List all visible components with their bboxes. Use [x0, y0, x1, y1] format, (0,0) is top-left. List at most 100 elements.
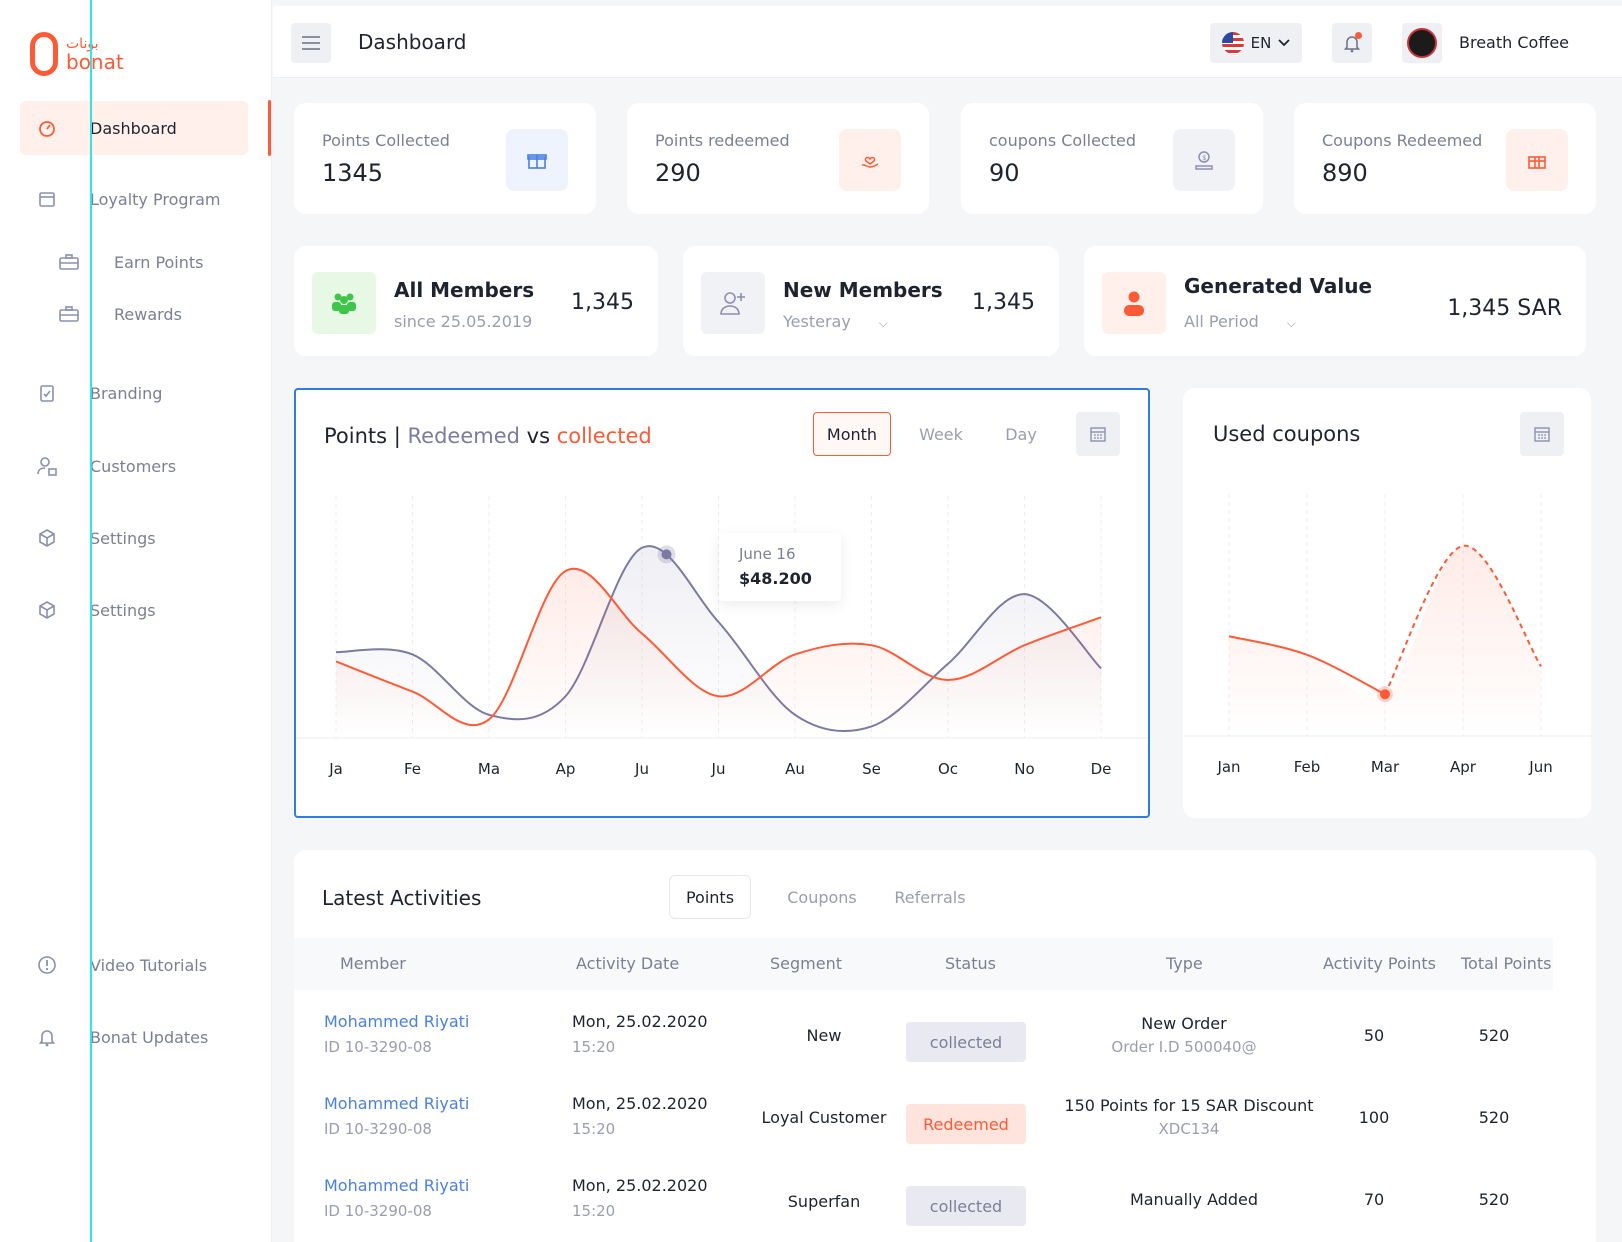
sidebar-item-settings-2[interactable]: Settings: [20, 583, 248, 637]
date-picker-button[interactable]: [1076, 412, 1120, 456]
period-month-button[interactable]: Month: [813, 412, 891, 456]
new-members-card: New Members Yesteray ⌵ 1,345: [683, 246, 1059, 356]
table-row[interactable]: Mohammed Riyati ID 10-3290-08 Mon, 25.02…: [294, 1000, 1553, 1080]
language-label: EN: [1250, 34, 1272, 52]
highlight-point[interactable]: [1380, 689, 1390, 700]
notifications-button[interactable]: [1332, 23, 1372, 63]
speedometer-icon: [36, 117, 58, 139]
coupons-line-chart: Jan Feb Mar Apr Jun: [1183, 494, 1591, 776]
sidebar-item-label: Settings: [90, 528, 156, 548]
stat-card-points-redeemed: Points redeemed 290: [627, 103, 929, 214]
members-value: 1,345 SAR: [1447, 296, 1562, 321]
calendar-icon: [1534, 427, 1550, 442]
date-picker-button[interactable]: [1520, 412, 1564, 456]
period-day-button[interactable]: Day: [1005, 424, 1037, 444]
sidebar-item-rewards[interactable]: Rewards: [20, 287, 248, 341]
members-period-dropdown[interactable]: Yesteray ⌵: [783, 312, 888, 331]
chart-title-redeemed: Redeemed: [407, 424, 520, 448]
activity-points: 100: [1358, 1108, 1390, 1127]
table-header: Member Activity Date Segment Status Type…: [294, 938, 1553, 990]
column-header: Type: [1166, 954, 1203, 973]
stat-label: coupons Collected: [989, 131, 1136, 150]
table-row[interactable]: Mohammed Riyati ID 10-3290-08 Mon, 25.02…: [294, 1164, 1553, 1242]
activity-type: 150 Points for 15 SAR Discount: [1064, 1096, 1314, 1115]
sidebar-item-branding[interactable]: Branding: [20, 366, 248, 420]
activity-type: Manually Added: [1129, 1190, 1259, 1209]
column-header: Status: [945, 954, 996, 973]
x-tick-label: Apr: [1450, 758, 1477, 776]
total-points: 520: [1478, 1190, 1510, 1209]
stat-label: Points Collected: [322, 131, 450, 150]
used-coupons-card: Used coupons Jan Feb Mar Apr Jun: [1183, 388, 1591, 818]
bonat-logo[interactable]: بونات bonat: [30, 32, 124, 76]
x-tick-label: Fe: [404, 760, 421, 778]
tooltip-value: $48.200: [739, 569, 812, 588]
activity-points: 70: [1363, 1190, 1385, 1209]
x-tick-label: Ma: [478, 760, 500, 778]
x-tick-label: Mar: [1371, 758, 1400, 776]
sidebar-item-video-tutorials[interactable]: Video Tutorials: [20, 938, 248, 992]
chevron-down-icon: ⌵: [1286, 316, 1296, 330]
sidebar-item-dashboard[interactable]: Dashboard: [20, 101, 248, 155]
sidebar-item-label: Rewards: [114, 304, 182, 324]
member-name-link[interactable]: Mohammed Riyati: [324, 1012, 470, 1031]
stat-label: Points redeemed: [655, 131, 790, 150]
all-members-card: All Members since 25.05.2019 1,345: [294, 246, 658, 356]
x-tick-label: Jun: [1528, 758, 1552, 776]
logo-mark-icon: [30, 32, 58, 76]
latest-activities-card: Latest Activities Points Coupons Referra…: [294, 850, 1596, 1242]
column-header: Activity Points: [1323, 954, 1436, 973]
period-label: Yesteray: [783, 312, 851, 331]
tab-referrals[interactable]: Referrals: [894, 887, 966, 907]
top-bar: Dashboard EN Breath Coffee: [273, 6, 1622, 78]
x-tick-label: Feb: [1294, 758, 1321, 776]
info-circle-icon: [36, 954, 58, 976]
sidebar-item-bonat-updates[interactable]: Bonat Updates: [20, 1010, 248, 1064]
stat-card-points-collected: Points Collected 1345: [294, 103, 596, 214]
value-period-dropdown[interactable]: All Period ⌵: [1184, 312, 1296, 331]
chart-title: Points | Redeemed vs collected: [324, 424, 652, 448]
sidebar-item-label: Loyalty Program: [90, 189, 221, 209]
menu-toggle-button[interactable]: [291, 23, 331, 63]
activity-type-detail: Order I.D 500040@: [1111, 1038, 1257, 1056]
total-points: 520: [1478, 1026, 1510, 1045]
user-lock-icon: [36, 455, 58, 477]
language-selector[interactable]: EN: [1210, 23, 1302, 63]
clipboard-check-icon: [36, 382, 58, 404]
stat-value: 90: [989, 159, 1020, 187]
period-week-button[interactable]: Week: [919, 424, 963, 444]
calendar-box-icon: [36, 188, 58, 210]
members-subtitle: since 25.05.2019: [394, 312, 533, 331]
sidebar-item-settings[interactable]: Settings: [20, 511, 248, 565]
sidebar: بونات bonat Dashboard Loyalty Program Ea…: [0, 0, 272, 1242]
briefcase-icon: [58, 303, 80, 325]
tab-points[interactable]: Points: [669, 875, 751, 919]
sidebar-item-earn-points[interactable]: Earn Points: [20, 235, 248, 289]
svg-text:$: $: [1202, 154, 1206, 162]
member-name-link[interactable]: Mohammed Riyati: [324, 1094, 470, 1113]
brand-name[interactable]: Breath Coffee: [1459, 33, 1570, 52]
member-name-link[interactable]: Mohammed Riyati: [324, 1176, 470, 1195]
segment: Superfan: [787, 1192, 861, 1211]
sidebar-item-customers[interactable]: Customers: [20, 439, 248, 493]
tab-coupons[interactable]: Coupons: [787, 887, 857, 907]
table-row[interactable]: Mohammed Riyati ID 10-3290-08 Mon, 25.02…: [294, 1082, 1553, 1162]
brand-logo-icon: [1407, 28, 1437, 58]
bell-icon: [1344, 36, 1360, 53]
sidebar-item-loyalty-program[interactable]: Loyalty Program: [20, 172, 248, 226]
cube-icon: [36, 599, 58, 621]
x-tick-label: Ju: [711, 760, 726, 778]
x-tick-label: Ja: [328, 760, 343, 778]
sidebar-item-label: Video Tutorials: [90, 955, 208, 975]
activity-date: Mon, 25.02.2020: [572, 1176, 708, 1195]
tooltip-point[interactable]: [661, 549, 672, 560]
activity-time: 15:20: [572, 1202, 616, 1220]
members-title: Generated Value: [1184, 274, 1373, 298]
gift-box-icon: [1506, 129, 1568, 191]
member-id: ID 10-3290-08: [324, 1202, 432, 1220]
member-id: ID 10-3290-08: [324, 1038, 432, 1056]
x-tick-label: No: [1014, 760, 1034, 778]
brand-avatar[interactable]: [1402, 23, 1442, 63]
members-value: 1,345: [972, 290, 1035, 315]
member-id: ID 10-3290-08: [324, 1120, 432, 1138]
